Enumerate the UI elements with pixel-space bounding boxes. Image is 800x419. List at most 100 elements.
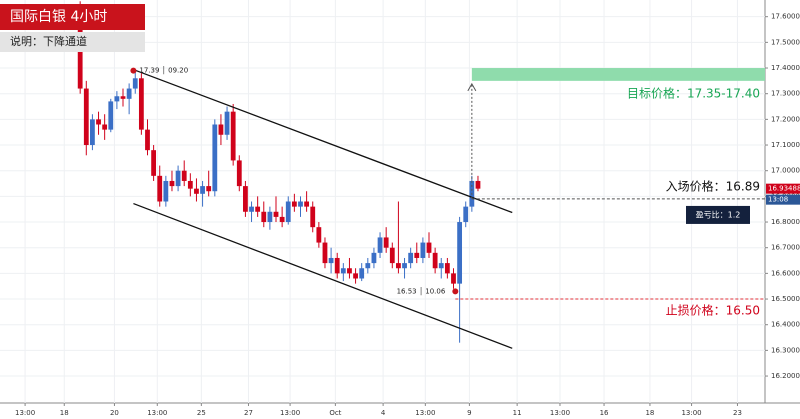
candle-body: [426, 242, 432, 253]
candle-body: [316, 227, 322, 243]
entry-label: 入场价格：16.89: [666, 178, 760, 193]
target-zone: [471, 68, 765, 81]
x-tick-label: 18: [645, 409, 654, 417]
candle-body: [285, 201, 291, 223]
x-tick-label: 18: [60, 409, 69, 417]
x-tick-label: 13:00: [415, 409, 435, 417]
y-tick-label: 17.40000: [771, 64, 800, 72]
candle-body: [396, 263, 401, 269]
candle-body: [389, 247, 395, 264]
candle-body: [90, 119, 95, 146]
x-tick-label: 13:00: [280, 409, 300, 417]
candle-body: [108, 101, 114, 130]
candle-body: [102, 124, 108, 130]
ratio-box: [686, 205, 750, 224]
candle-body: [310, 206, 316, 228]
candle-body: [377, 237, 383, 253]
y-tick-label: 16.70000: [771, 244, 800, 252]
x-tick-label: 9: [467, 409, 471, 417]
candle-body: [408, 252, 414, 264]
candle-body: [249, 206, 254, 212]
target-label: 目标价格：17.35-17.40: [627, 85, 760, 100]
trough-label: 16.53 │ 10.06: [397, 286, 446, 295]
candle-body: [224, 111, 230, 135]
x-tick-label: Oct: [329, 409, 341, 417]
candle-body: [163, 180, 169, 202]
candle-body: [451, 273, 456, 284]
candle-body: [334, 257, 340, 274]
chart-subtitle: 说明：下降通道: [10, 34, 87, 48]
x-tick-label: 25: [197, 409, 206, 417]
candle-body: [83, 88, 89, 146]
channel-line: [133, 202, 513, 349]
candle-body: [432, 252, 438, 269]
candle-body: [132, 78, 138, 89]
x-tick-label: 13:00: [147, 409, 167, 417]
candle-body: [218, 124, 224, 135]
candle-body: [120, 96, 126, 99]
candle-body: [187, 180, 193, 189]
y-tick-label: 17.00000: [771, 167, 800, 175]
candle-body: [212, 124, 218, 192]
candle-body: [463, 206, 469, 223]
candle-body: [457, 222, 463, 284]
title-box: [0, 4, 145, 30]
time-tag-box: [766, 194, 800, 205]
candle-body: [181, 170, 187, 181]
candle-body: [138, 78, 144, 130]
peak-marker: [130, 67, 137, 74]
candle-body: [291, 201, 297, 207]
candle-body: [328, 257, 334, 264]
candle-body: [340, 268, 346, 274]
y-tick-label: 16.80000: [771, 218, 800, 226]
x-tick-label: 13:00: [681, 409, 701, 417]
y-tick-label: 16.60000: [771, 269, 800, 277]
x-tick-label: 16: [600, 409, 609, 417]
y-tick-label: 17.60000: [771, 13, 800, 21]
peak-label: 17.39 │ 09.20: [139, 66, 188, 75]
x-tick-label: 13:00: [550, 409, 570, 417]
candle-body: [365, 263, 371, 269]
y-tick-label: 16.50000: [771, 295, 800, 303]
ratio-label: 盈亏比：1.2: [696, 209, 741, 219]
candle-body: [236, 160, 242, 187]
time-tag: 13:08: [768, 196, 788, 204]
subtitle-box: [0, 32, 145, 52]
candle-body: [243, 186, 248, 212]
candle-body: [371, 252, 377, 264]
candle-body: [273, 211, 279, 217]
candle-body: [230, 111, 236, 161]
y-tick-label: 17.30000: [771, 90, 800, 98]
candle-body: [322, 242, 328, 264]
candle-body: [194, 188, 199, 194]
candle-body: [414, 252, 420, 258]
x-tick-label: 27: [244, 409, 253, 417]
candle-body: [383, 237, 389, 248]
candle-body: [175, 170, 181, 187]
y-tick-label: 17.50000: [771, 38, 800, 46]
candle-body: [444, 263, 450, 274]
channel-line: [133, 68, 513, 214]
candle-body: [151, 150, 157, 176]
candle-body: [200, 186, 205, 194]
x-tick-label: 11: [513, 409, 522, 417]
candle-body: [420, 242, 426, 258]
x-tick-label: 20: [110, 409, 119, 417]
trough-marker: [452, 288, 459, 295]
y-tick-label: 16.30000: [771, 346, 800, 354]
candle-body: [261, 211, 267, 223]
candle-body: [475, 180, 481, 189]
chart-title: 国际白银 4小时: [10, 9, 107, 25]
stop-label: 止损价格：16.50: [666, 303, 760, 318]
candle-body: [77, 29, 83, 89]
candle-body: [255, 206, 261, 212]
y-tick-label: 16.20000: [771, 372, 800, 380]
price-tag: 16.93488: [768, 185, 800, 193]
price-tag-box: [766, 183, 800, 194]
x-tick-label: 13:00: [15, 409, 35, 417]
candle-body: [279, 216, 285, 223]
candle-body: [347, 268, 352, 274]
candle-body: [157, 175, 163, 202]
